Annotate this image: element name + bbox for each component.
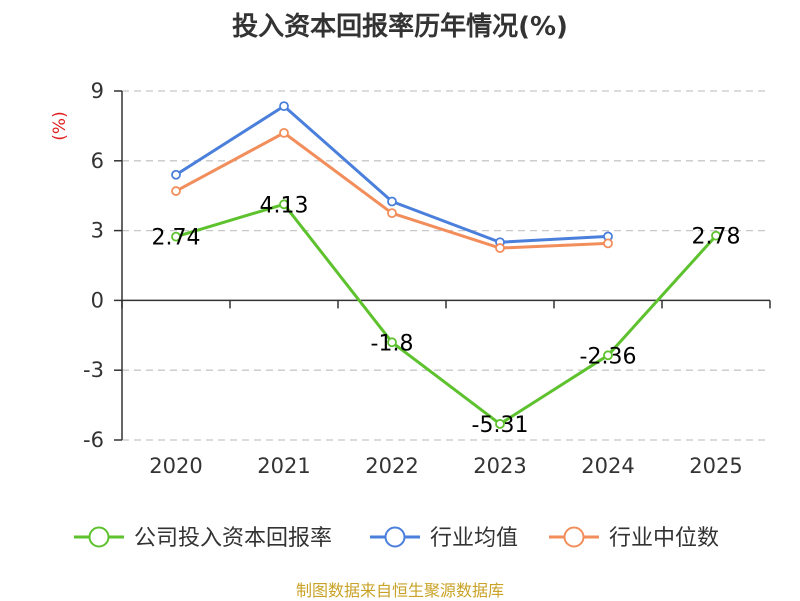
data-labels: 2.74 4.13 -1.8 -5.31 -2.36 2.78 bbox=[152, 193, 741, 438]
data-point bbox=[171, 231, 181, 242]
legend[interactable]: 公司投入资本回报率 行业均值 行业中位数 bbox=[74, 526, 719, 551]
data-label: -5.31 bbox=[472, 413, 529, 438]
x-tick-label: 2024 bbox=[581, 454, 634, 478]
grid-lines bbox=[122, 90, 770, 441]
y-tick-label: 9 bbox=[91, 79, 104, 103]
data-point bbox=[387, 337, 397, 348]
data-point bbox=[279, 199, 289, 210]
x-tick-label: 2021 bbox=[257, 454, 310, 478]
data-point bbox=[603, 238, 613, 249]
data-point bbox=[279, 101, 289, 112]
y-axis-label: (%) bbox=[50, 111, 70, 140]
data-label: -2.36 bbox=[580, 344, 637, 369]
x-tick-label: 2023 bbox=[473, 454, 526, 478]
data-point bbox=[603, 350, 613, 361]
data-point bbox=[279, 127, 289, 138]
y-tick-label: -6 bbox=[83, 428, 104, 452]
legend-label: 公司投入资本回报率 bbox=[134, 526, 332, 551]
y-tick-label: 0 bbox=[91, 288, 104, 312]
data-label: 2.74 bbox=[152, 226, 201, 251]
legend-marker bbox=[384, 526, 406, 548]
chart-title: 投入资本回报率历年情况(%) bbox=[232, 12, 568, 42]
x-tick-label: 2022 bbox=[365, 454, 418, 478]
data-label: -1.8 bbox=[371, 331, 414, 356]
data-point bbox=[495, 243, 505, 253]
series-lines bbox=[171, 101, 721, 429]
data-point bbox=[171, 169, 181, 180]
data-label: 4.13 bbox=[260, 193, 309, 218]
x-tick-label: 2025 bbox=[689, 454, 742, 478]
axes: -6 -3 0 3 6 9 2020 2021 2022 2023 2024 2025 bbox=[83, 79, 771, 478]
source-note: 制图数据来自恒生聚源数据库 bbox=[295, 581, 504, 600]
y-tick-label: -3 bbox=[83, 358, 104, 382]
legend-label: 行业中位数 bbox=[609, 526, 719, 551]
data-point bbox=[171, 186, 181, 196]
data-point bbox=[495, 419, 505, 429]
x-tick-label: 2020 bbox=[149, 454, 202, 478]
legend-item[interactable]: 行业均值 bbox=[370, 526, 518, 551]
y-tick-label: 3 bbox=[91, 219, 104, 243]
legend-label: 行业均值 bbox=[430, 526, 518, 551]
data-label: 2.78 bbox=[692, 225, 741, 250]
data-point bbox=[711, 230, 721, 241]
series-line bbox=[175, 104, 609, 244]
series-line bbox=[175, 202, 718, 426]
data-point bbox=[387, 208, 397, 219]
y-tick-label: 6 bbox=[91, 149, 104, 173]
legend-marker bbox=[88, 526, 110, 548]
legend-item[interactable]: 行业中位数 bbox=[549, 526, 719, 551]
legend-marker bbox=[563, 526, 585, 548]
data-point bbox=[387, 196, 397, 207]
legend-item[interactable]: 公司投入资本回报率 bbox=[74, 526, 332, 551]
